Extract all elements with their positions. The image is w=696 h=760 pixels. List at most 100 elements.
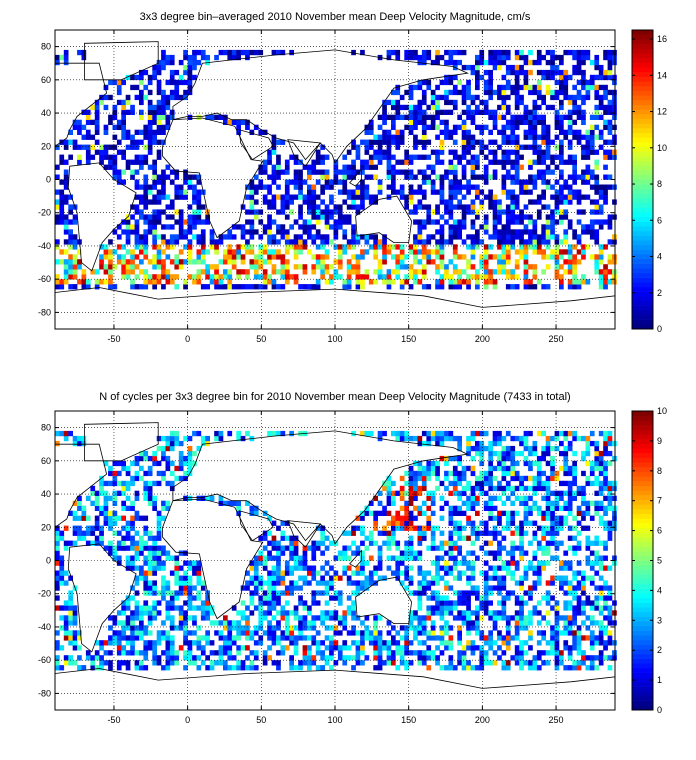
heatmap-cell xyxy=(550,254,555,260)
heatmap-cell xyxy=(532,274,538,280)
heatmap-cell xyxy=(417,234,423,240)
heatmap-cell xyxy=(598,249,604,255)
heatmap-cell xyxy=(607,224,613,230)
heatmap-cell xyxy=(364,274,370,280)
heatmap-cell xyxy=(55,219,60,225)
heatmap-cell xyxy=(178,605,184,611)
heatmap-cell xyxy=(373,149,378,155)
heatmap-cell xyxy=(563,184,569,190)
heatmap-cell xyxy=(417,565,423,571)
heatmap-cell xyxy=(68,139,73,145)
heatmap-cell xyxy=(351,665,356,671)
heatmap-cell xyxy=(488,204,493,210)
heatmap-cell xyxy=(519,535,524,541)
heatmap-cell xyxy=(488,74,493,81)
heatmap-cell xyxy=(430,189,436,195)
heatmap-cell xyxy=(545,590,551,596)
heatmap-cell xyxy=(505,520,511,526)
heatmap-cell xyxy=(505,570,511,576)
heatmap-cell xyxy=(68,129,73,135)
heatmap-cell xyxy=(72,234,78,240)
heatmap-cell xyxy=(209,640,215,646)
heatmap-cell xyxy=(514,104,520,111)
heatmap-cell xyxy=(360,179,365,185)
heatmap-cell xyxy=(492,575,498,581)
heatmap-cell xyxy=(417,119,423,125)
heatmap-cell xyxy=(351,174,356,180)
heatmap-cell xyxy=(550,219,555,225)
heatmap-cell xyxy=(475,109,480,115)
heatmap-cell xyxy=(550,650,555,656)
heatmap-cell xyxy=(134,610,140,616)
heatmap-cell xyxy=(245,665,250,671)
heatmap-cell xyxy=(501,560,507,566)
heatmap-cell xyxy=(576,194,582,200)
colorbar-segment xyxy=(632,95,653,101)
heatmap-cell xyxy=(532,555,538,561)
heatmap-cell xyxy=(488,635,493,641)
heatmap-cell xyxy=(112,630,118,636)
heatmap-cell xyxy=(457,284,462,290)
heatmap-cell xyxy=(152,645,157,651)
heatmap-cell xyxy=(218,635,224,641)
heatmap-cell xyxy=(435,605,440,611)
heatmap-cell xyxy=(439,530,445,536)
heatmap-cell xyxy=(94,149,100,155)
heatmap-cell xyxy=(218,655,224,661)
heatmap-cell xyxy=(271,164,277,170)
heatmap-cell xyxy=(439,149,445,155)
heatmap-cell xyxy=(594,540,600,546)
heatmap-cell xyxy=(280,234,286,240)
heatmap-cell xyxy=(249,505,255,511)
heatmap-cell xyxy=(492,59,498,66)
heatmap-cell xyxy=(435,219,440,225)
heatmap-cell xyxy=(165,585,171,591)
heatmap-cell xyxy=(598,595,604,601)
heatmap-cell xyxy=(63,545,69,551)
heatmap-cell xyxy=(497,510,502,516)
heatmap-cell xyxy=(125,264,131,270)
heatmap-cell xyxy=(399,650,405,656)
heatmap-cell xyxy=(514,229,520,235)
heatmap-cell xyxy=(475,665,480,671)
heatmap-cell xyxy=(103,505,109,511)
heatmap-cell xyxy=(435,154,440,160)
heatmap-cell xyxy=(108,550,113,556)
heatmap-cell xyxy=(342,154,348,160)
heatmap-cell xyxy=(457,640,462,646)
heatmap-cell xyxy=(169,94,175,101)
heatmap-cell xyxy=(598,84,604,91)
colorbar-tick-label: 4 xyxy=(657,252,662,262)
heatmap-cell xyxy=(280,615,286,621)
heatmap-cell xyxy=(457,154,462,160)
heatmap-cell xyxy=(346,655,352,661)
heatmap-cell xyxy=(324,600,330,606)
heatmap-cell xyxy=(457,159,462,165)
heatmap-cell xyxy=(311,565,317,571)
heatmap-cell xyxy=(607,239,613,245)
heatmap-cell xyxy=(483,635,489,641)
heatmap-cell xyxy=(112,264,118,270)
heatmap-cell xyxy=(205,600,210,606)
heatmap-cell xyxy=(395,645,401,651)
heatmap-cell xyxy=(324,585,330,591)
heatmap-cell xyxy=(386,520,392,526)
heatmap-cell xyxy=(267,570,272,576)
heatmap-cell xyxy=(169,590,175,596)
heatmap-cell xyxy=(426,605,432,611)
heatmap-cell xyxy=(514,625,520,631)
heatmap-cell xyxy=(554,650,560,656)
heatmap-cell xyxy=(355,630,361,636)
heatmap-cell xyxy=(55,214,60,220)
heatmap-cell xyxy=(156,199,162,205)
heatmap-cell xyxy=(572,49,577,56)
heatmap-cell xyxy=(320,535,325,541)
heatmap-cell xyxy=(514,139,520,145)
heatmap-cell xyxy=(523,284,529,290)
heatmap-cell xyxy=(417,204,423,210)
heatmap-cell xyxy=(572,104,577,111)
heatmap-cell xyxy=(541,234,546,240)
heatmap-cell xyxy=(439,274,445,280)
heatmap-cell xyxy=(567,174,573,180)
heatmap-cell xyxy=(116,99,122,106)
